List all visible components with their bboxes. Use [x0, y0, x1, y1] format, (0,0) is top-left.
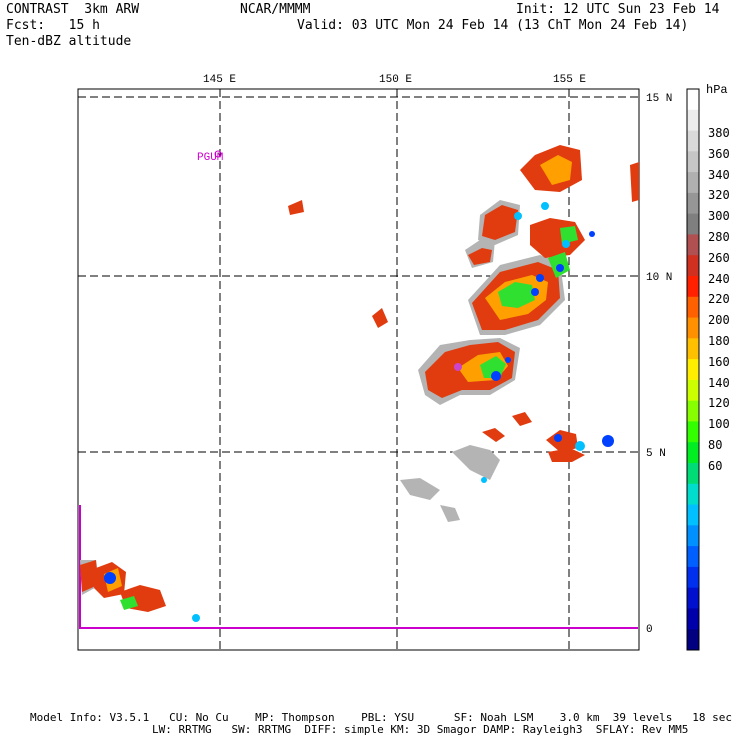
- colorbar-tick-label: 240: [708, 271, 730, 286]
- field-name: Ten-dBZ altitude: [6, 34, 132, 49]
- forecast-hour: Fcst: 15 h: [6, 18, 100, 33]
- lat-label: 10 N: [646, 272, 672, 284]
- station-marker: [214, 150, 222, 158]
- colorbar-swatch: [687, 483, 699, 506]
- lat-lon-grid: [78, 89, 639, 650]
- colorbar-tick-label: 160: [708, 354, 730, 369]
- colorbar-swatch: [687, 296, 699, 319]
- colorbar-tick-label: 140: [708, 375, 730, 390]
- colorbar-tick-label: 380: [708, 126, 730, 140]
- colorbar-swatch: [687, 546, 699, 568]
- lon-label: 145 E: [203, 74, 236, 86]
- colorbar-tick-label: 340: [708, 167, 730, 182]
- colorbar-unit: hPa: [706, 83, 728, 97]
- colorbar-swatch: [687, 89, 699, 111]
- echo-regions: [80, 145, 639, 622]
- colorbar-swatch: [687, 317, 699, 339]
- colorbar-swatch: [687, 400, 699, 422]
- lat-label: 15 N: [646, 93, 672, 105]
- colorbar-swatch: [687, 504, 699, 526]
- colorbar-swatch: [687, 379, 699, 402]
- colorbar-frame: [686, 88, 700, 651]
- init-time: Init: 12 UTC Sun 23 Feb 14: [516, 2, 720, 17]
- colorbar-swatch: [687, 525, 699, 547]
- lon-label: 155 E: [553, 74, 586, 86]
- colorbar-swatch: [687, 421, 699, 443]
- colorbar-tick-label: 220: [708, 292, 730, 307]
- colorbar-swatch: [687, 192, 699, 215]
- boundary-lines: [79, 505, 638, 629]
- colorbar-swatch: [687, 172, 699, 194]
- colorbar-tick-label: 60: [708, 458, 723, 473]
- colorbar-swatch: [687, 338, 699, 360]
- colorbar-swatch: [687, 608, 699, 630]
- model-info-line2: LW: RRTMG SW: RRTMG DIFF: simple KM: 3D …: [152, 723, 689, 736]
- axis-labels: 145 E 150 E 155 E 15 N 10 N 5 N 0: [203, 74, 672, 636]
- valid-time: Valid: 03 UTC Mon 24 Feb 14 (13 ChT Mon …: [297, 18, 689, 33]
- colorbar-swatch: [687, 109, 699, 132]
- station-label: PGUM: [197, 152, 223, 164]
- colorbar-swatch: [687, 587, 699, 609]
- colorbar-tick-label: 80: [708, 438, 723, 452]
- colorbar-tick-label: 320: [708, 188, 730, 203]
- colorbar-swatch: [687, 213, 699, 235]
- lon-label: 150 E: [379, 74, 412, 86]
- colorbar: [687, 89, 699, 651]
- model-title: CONTRAST 3km ARW: [6, 2, 140, 17]
- colorbar-tick-label: 260: [708, 250, 730, 265]
- colorbar-swatch: [687, 442, 699, 464]
- institution: NCAR/MMMM: [240, 2, 311, 17]
- colorbar-tick-label: 100: [708, 417, 730, 432]
- colorbar-tick-label: 300: [708, 209, 730, 224]
- colorbar-swatch: [687, 130, 699, 152]
- lat-label: 5 N: [646, 448, 666, 460]
- colorbar-tick-label: 180: [708, 334, 730, 348]
- model-info-line1: Model Info: V3.5.1 CU: No Cu MP: Thompso…: [30, 711, 732, 724]
- colorbar-swatch: [687, 359, 699, 381]
- colorbar-swatch: [687, 151, 699, 173]
- colorbar-swatch: [687, 566, 699, 589]
- colorbar-swatch: [687, 629, 699, 651]
- lat-label: 0: [646, 624, 653, 636]
- colorbar-swatch: [687, 276, 699, 298]
- colorbar-tick-label: 360: [708, 146, 730, 161]
- colorbar-tick-label: 200: [708, 313, 730, 328]
- colorbar-tick-label: 280: [708, 230, 730, 244]
- colorbar-swatch: [687, 463, 699, 485]
- colorbar-swatch: [687, 255, 699, 277]
- colorbar-swatch: [687, 234, 699, 256]
- colorbar-tick-label: 120: [708, 396, 730, 411]
